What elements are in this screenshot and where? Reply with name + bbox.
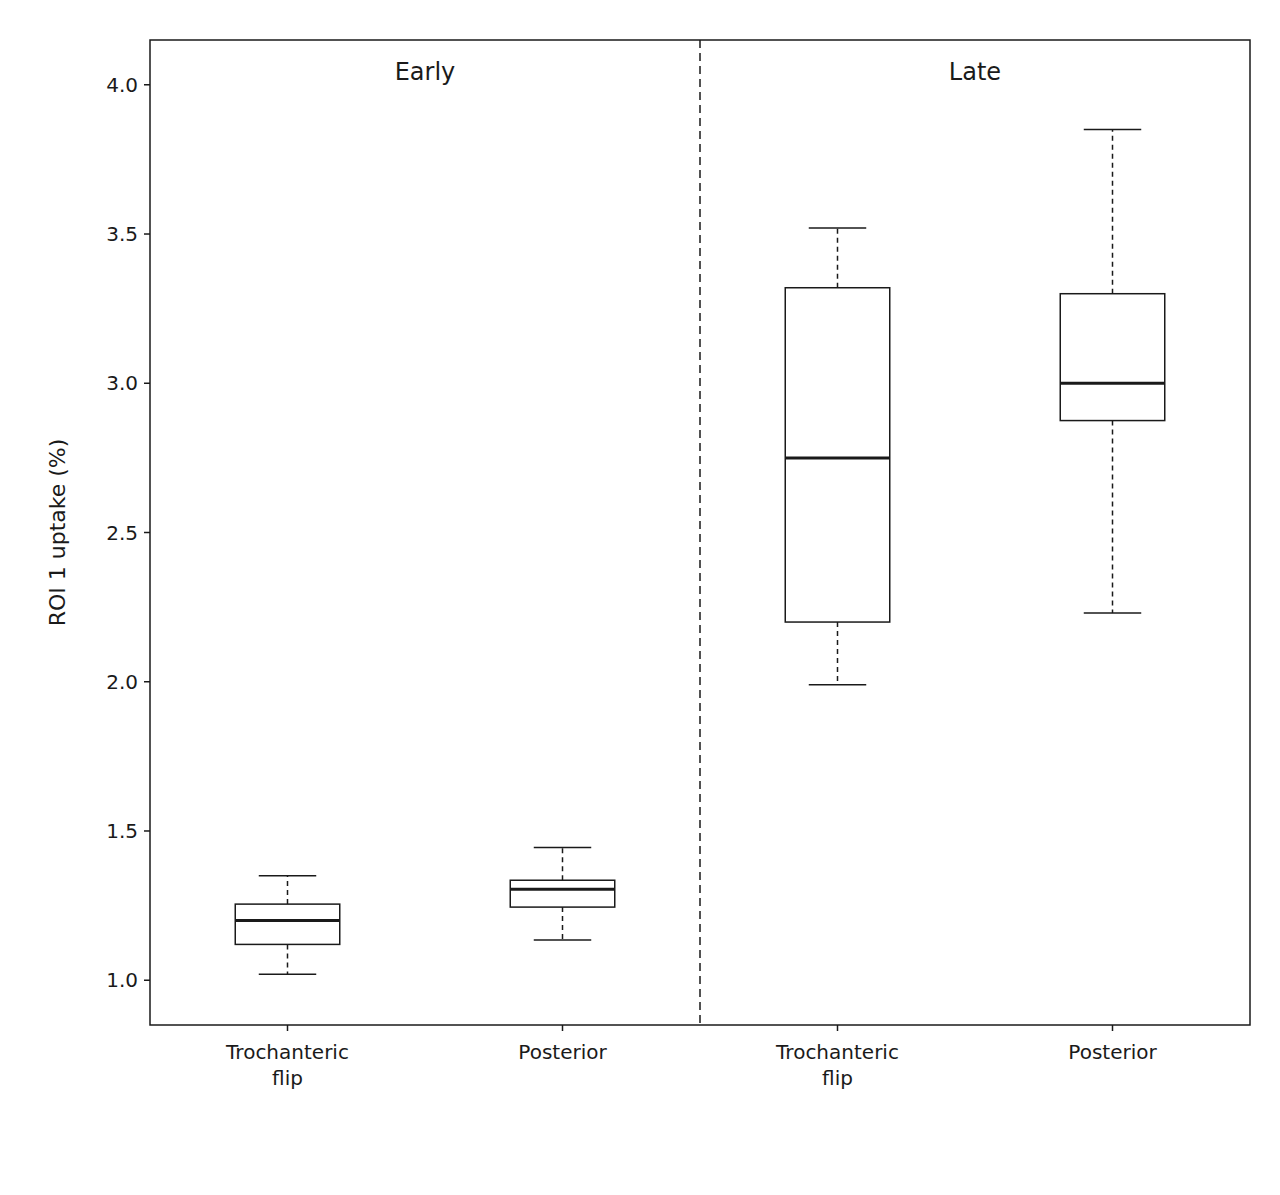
y-tick — [144, 681, 150, 683]
x-tick — [837, 1025, 839, 1031]
whisker-upper — [837, 228, 839, 288]
median — [510, 888, 615, 891]
section-divider — [699, 40, 701, 1025]
whisker-lower — [287, 944, 289, 974]
x-tick — [562, 1025, 564, 1031]
x-tick-label-line: Posterior — [518, 1040, 607, 1064]
whisker-lower — [1112, 421, 1114, 614]
y-axis-label: ROI 1 uptake (%) — [45, 439, 70, 627]
box — [1060, 294, 1165, 421]
y-tick — [144, 383, 150, 385]
y-tick — [144, 84, 150, 86]
y-tick — [144, 830, 150, 832]
median — [1060, 382, 1165, 385]
median — [785, 456, 890, 459]
section-label: Early — [395, 58, 456, 86]
x-tick-label-line: Trochanteric — [225, 1040, 349, 1064]
background — [0, 0, 1280, 1195]
cap-lower — [534, 939, 591, 941]
cap-upper — [534, 847, 591, 849]
x-tick — [287, 1025, 289, 1031]
x-tick-label: Posterior — [1068, 1040, 1157, 1064]
y-tick-label: 4.0 — [106, 73, 138, 97]
median — [235, 919, 340, 922]
x-tick-label: Trochantericflip — [775, 1040, 899, 1090]
box-group — [1060, 130, 1165, 614]
y-tick-label: 2.5 — [106, 521, 138, 545]
whisker-upper — [1112, 130, 1114, 294]
y-tick-label: 1.0 — [106, 968, 138, 992]
whisker-lower — [562, 907, 564, 940]
x-tick-label-line: flip — [272, 1066, 303, 1090]
cap-upper — [1084, 129, 1141, 131]
cap-lower — [809, 684, 866, 686]
whisker-upper — [562, 847, 564, 880]
x-tick-label: Trochantericflip — [225, 1040, 349, 1090]
y-tick-label: 1.5 — [106, 819, 138, 843]
x-tick-label-line: Trochanteric — [775, 1040, 899, 1064]
section-label: Late — [949, 58, 1001, 86]
whisker-lower — [837, 622, 839, 685]
cap-lower — [259, 974, 316, 976]
boxes — [235, 130, 1165, 975]
y-tick-label: 3.0 — [106, 371, 138, 395]
box-group — [510, 847, 615, 940]
y-tick — [144, 233, 150, 235]
cap-lower — [1084, 612, 1141, 614]
chart-container: 1.0 1.5 2.0 2.5 3.0 3.5 4.0 ROI 1 uptake (%) Tro… — [0, 0, 1280, 1195]
box-group — [235, 876, 340, 975]
cap-upper — [809, 227, 866, 229]
x-tick-label-line: flip — [822, 1066, 853, 1090]
x-tick-label-line: Posterior — [1068, 1040, 1157, 1064]
box — [510, 880, 615, 907]
y-tick-label: 2.0 — [106, 670, 138, 694]
box-group — [785, 228, 890, 685]
y-tick — [144, 532, 150, 534]
x-tick — [1112, 1025, 1114, 1031]
plot-frame — [150, 40, 1250, 1025]
y-tick — [144, 979, 150, 981]
box — [785, 288, 890, 622]
whisker-upper — [287, 876, 289, 904]
x-tick-label: Posterior — [518, 1040, 607, 1064]
chart-svg: 1.0 1.5 2.0 2.5 3.0 3.5 4.0 ROI 1 uptake (%) Tro… — [0, 0, 1280, 1195]
y-tick-label: 3.5 — [106, 222, 138, 246]
box — [235, 904, 340, 944]
cap-upper — [259, 875, 316, 877]
